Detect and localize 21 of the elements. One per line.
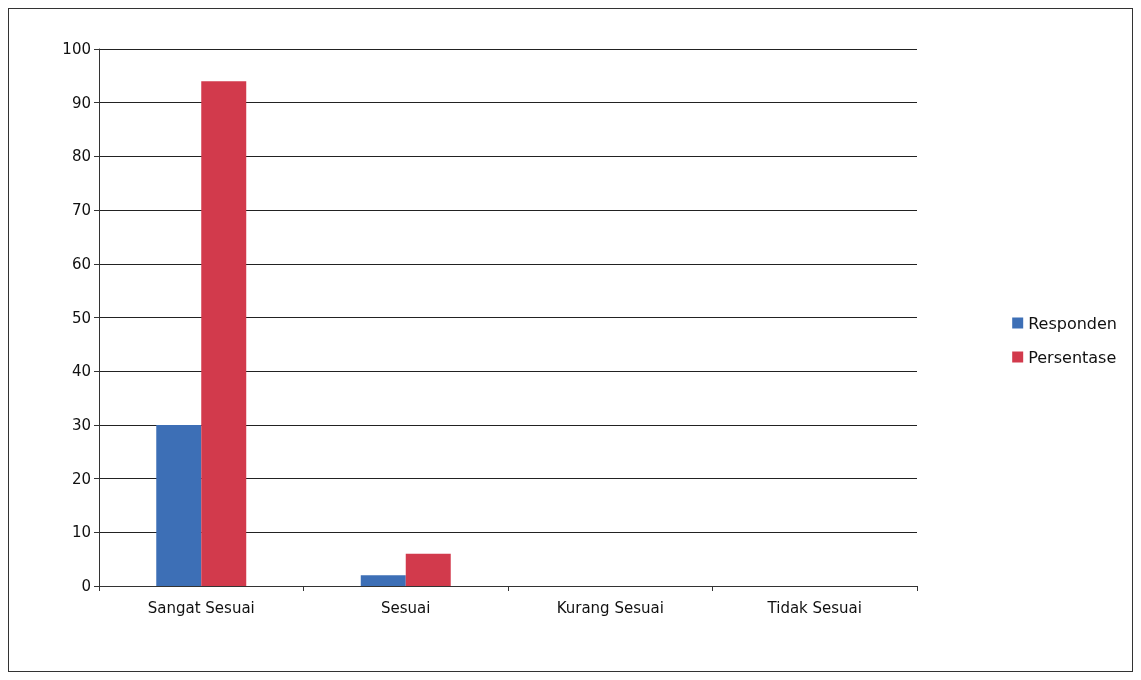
- y-tick-label: 90: [71, 93, 91, 112]
- y-tick-label: 10: [71, 523, 91, 542]
- y-tick-label: 70: [71, 201, 91, 220]
- bar: [201, 81, 247, 586]
- y-tick-label: 80: [71, 147, 91, 166]
- legend-label: Responden: [1028, 313, 1118, 333]
- y-tick-label: 30: [71, 415, 91, 434]
- x-tick-label: Kurang Sesuai: [556, 598, 664, 617]
- y-tick-label: 0: [81, 577, 91, 595]
- y-tick-label: 40: [71, 362, 91, 381]
- x-tick-label: Sangat Sesuai: [147, 598, 255, 617]
- x-tick-label: Sesuai: [381, 598, 431, 617]
- legend-label: Persentase: [1028, 347, 1117, 367]
- y-tick-label: 20: [71, 469, 91, 488]
- y-tick-label: 60: [71, 254, 91, 273]
- y-tick-label: 50: [71, 308, 91, 327]
- bar: [156, 424, 202, 586]
- bar: [360, 575, 406, 586]
- bar: [405, 553, 451, 586]
- y-tick-label: 100: [62, 40, 91, 58]
- x-tick-label: Tidak Sesuai: [766, 598, 862, 617]
